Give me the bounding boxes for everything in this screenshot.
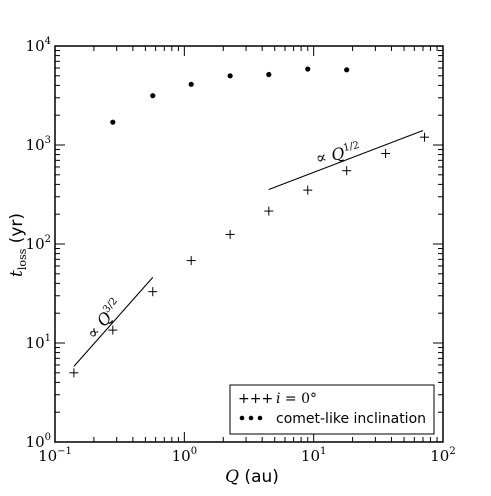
fit-line-1 bbox=[268, 130, 424, 191]
fits-layer bbox=[73, 130, 424, 367]
plot-frame bbox=[54, 45, 444, 443]
plus-point bbox=[148, 287, 158, 297]
y-tick-base: 10 bbox=[26, 136, 45, 154]
dot-point bbox=[150, 93, 156, 99]
x-tick-base: 10 bbox=[38, 447, 57, 465]
x-tick-base: 10 bbox=[430, 447, 449, 465]
dot-point bbox=[188, 81, 194, 87]
legend-label-planar: i = 0° bbox=[276, 391, 317, 407]
x-tick-label: 102 bbox=[430, 446, 455, 465]
y-tick-label: 101 bbox=[26, 333, 51, 352]
y-tick-base: 10 bbox=[26, 37, 45, 55]
y-axis-label: tloss (yr) bbox=[7, 213, 29, 277]
y-tick-base: 10 bbox=[26, 334, 45, 352]
dot-point bbox=[266, 71, 272, 78]
plus-point bbox=[264, 206, 274, 216]
y-tick-exponent: 1 bbox=[45, 333, 51, 344]
x-tick-base: 10 bbox=[301, 447, 320, 465]
legend-marker-dots bbox=[239, 415, 263, 421]
plus-point bbox=[342, 166, 352, 176]
x-tick-base: 10 bbox=[172, 447, 191, 465]
y-tick-exponent: 2 bbox=[45, 234, 51, 245]
y-tick-label: 103 bbox=[26, 135, 51, 154]
x-tick-exponent: 2 bbox=[449, 446, 455, 457]
legend-box bbox=[229, 384, 435, 435]
fit-label-q32: ∝ Q3/2 bbox=[83, 296, 127, 343]
x-tick-label: 10−1 bbox=[38, 446, 72, 465]
legend-dot bbox=[239, 415, 245, 421]
legend-marker-plus: +++ bbox=[238, 391, 273, 407]
legend-dot bbox=[248, 415, 254, 421]
x-tick-exponent: 0 bbox=[191, 446, 197, 457]
y-tick-base: 10 bbox=[26, 433, 45, 451]
y-tick-exponent: 3 bbox=[45, 135, 51, 146]
legend: +++ i = 0° comet-like inclination bbox=[229, 384, 435, 435]
y-tick-label: 102 bbox=[26, 234, 51, 253]
y-tick-exponent: 0 bbox=[45, 432, 51, 443]
x-tick-label: 100 bbox=[172, 446, 197, 465]
plus-point bbox=[381, 149, 391, 159]
points-layer bbox=[69, 66, 430, 378]
fit-line-0 bbox=[73, 277, 154, 367]
y-tick-label: 100 bbox=[26, 432, 51, 451]
plus-point bbox=[303, 185, 313, 195]
dot-point bbox=[344, 67, 350, 73]
dot-point bbox=[110, 119, 116, 125]
plus-point bbox=[420, 132, 430, 142]
y-tick-exponent: 4 bbox=[45, 36, 51, 47]
plus-point bbox=[186, 256, 196, 266]
x-tick-exponent: −1 bbox=[57, 446, 72, 457]
fit-label-q12: ∝ Q1/2 bbox=[314, 140, 362, 168]
y-tick-label: 104 bbox=[26, 36, 51, 55]
plus-point bbox=[225, 229, 235, 239]
plus-point bbox=[69, 368, 79, 378]
y-tick-base: 10 bbox=[26, 235, 45, 253]
x-axis-label: Q (au) bbox=[225, 467, 279, 487]
legend-label-comet: comet-like inclination bbox=[276, 411, 426, 427]
x-tick-exponent: 1 bbox=[320, 446, 326, 457]
dot-point bbox=[227, 73, 233, 79]
dot-point bbox=[305, 66, 311, 72]
plus-point bbox=[108, 325, 118, 335]
legend-dot bbox=[257, 415, 263, 421]
x-tick-label: 101 bbox=[301, 446, 326, 465]
